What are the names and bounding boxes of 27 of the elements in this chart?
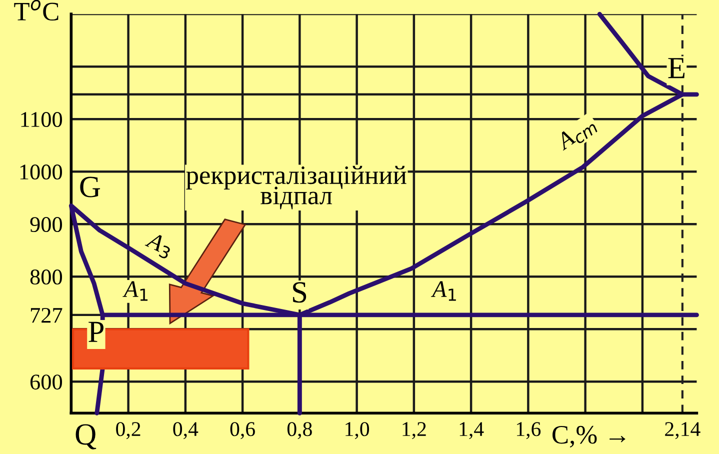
annotation: S [293, 282, 306, 303]
x-tick-label: 1,2 [402, 422, 426, 440]
annotation: A$_{cm}$ [554, 114, 598, 154]
y-axis-title: T$^{o}$C [14, 0, 58, 21]
y-tick-label: 727 [30, 308, 62, 323]
annotation: E [668, 58, 685, 78]
x-axis-title: C,% → [552, 426, 626, 448]
annotation: P [88, 322, 104, 342]
annotation: A$_{3}$ [143, 231, 174, 260]
x-tick-label: 2,14 [665, 422, 700, 440]
text: Q [76, 424, 96, 450]
x-tick-label: 0,6 [230, 422, 255, 440]
y-tick-label: 1100 [21, 112, 62, 128]
annotation: G [80, 176, 100, 198]
x-tick-label: 0,8 [287, 422, 312, 440]
annotation: A$_{1}$ [430, 281, 456, 301]
x-tick-label: 1,4 [460, 422, 484, 440]
x-tick-label: 1,6 [517, 422, 541, 440]
x-tick-label: 1,0 [346, 422, 370, 440]
annotation: A$_{1}$ [122, 281, 148, 301]
y-tick-label: 800 [30, 270, 62, 285]
y-tick-label: 600 [30, 374, 62, 390]
y-tick-label: 900 [30, 217, 62, 232]
y-tick-label: 1000 [20, 164, 62, 180]
annotation: рекристалізаційний відпал [186, 166, 406, 210]
x-tick-label: 0,4 [173, 422, 198, 440]
x-tick-label: 0,2 [116, 422, 140, 440]
